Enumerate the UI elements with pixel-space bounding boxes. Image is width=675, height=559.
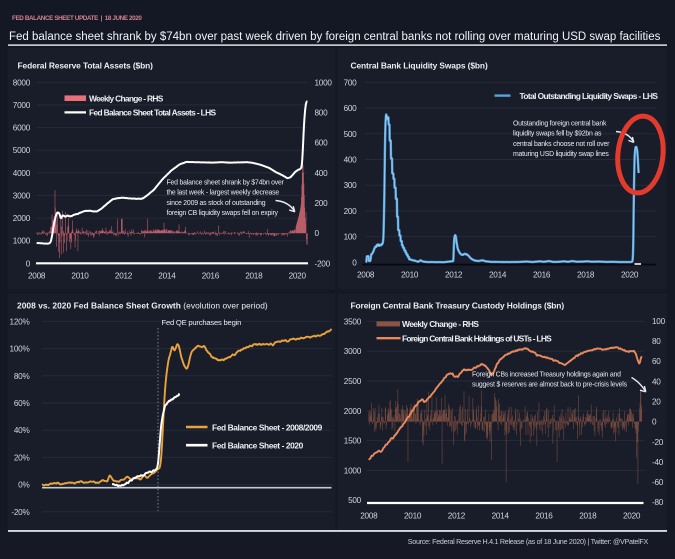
svg-text:0: 0 [652,418,657,427]
svg-text:Weekly Change - RHS: Weekly Change - RHS [89,94,164,104]
svg-text:2018: 2018 [577,271,595,280]
svg-text:Fed Balance Sheet - 2020: Fed Balance Sheet - 2020 [212,441,304,451]
svg-text:100: 100 [652,317,666,326]
svg-text:2020: 2020 [623,512,641,521]
svg-text:2018: 2018 [579,512,597,521]
svg-text:liquidity swaps fell by $92bn: liquidity swaps fell by $92bn as [513,131,602,138]
svg-text:2012: 2012 [445,271,463,280]
svg-text:maturing USD liquidity swap li: maturing USD liquidity swap lines [513,151,609,158]
svg-text:2008: 2008 [357,271,375,280]
svg-text:2010: 2010 [71,272,89,281]
svg-text:60: 60 [652,357,661,366]
svg-text:700: 700 [344,78,358,87]
svg-text:Federal Reserve Total Assets (: Federal Reserve Total Assets ($bn) [18,61,154,71]
svg-text:400: 400 [344,156,358,165]
svg-text:Source: Federal Reserve H.4.1: Source: Federal Reserve H.4.1 Release (a… [408,537,649,546]
svg-text:1000: 1000 [344,466,362,475]
svg-text:300: 300 [344,181,358,190]
svg-text:2020: 2020 [289,272,307,281]
svg-text:800: 800 [315,109,329,118]
svg-text:2016: 2016 [533,271,551,280]
svg-text:Foreign Central Bank Treasury: Foreign Central Bank Treasury Custody Ho… [351,301,565,311]
svg-text:Central Bank Liquidity Swaps (: Central Bank Liquidity Swaps ($bn) [351,61,488,71]
svg-text:100: 100 [344,233,358,242]
svg-text:2000: 2000 [13,214,31,223]
svg-text:2012: 2012 [115,272,133,281]
svg-text:4000: 4000 [13,169,31,178]
svg-text:20%: 20% [14,453,30,462]
svg-text:2016: 2016 [535,512,553,521]
svg-text:central banks choose not roll: central banks choose not roll over [513,141,610,148]
svg-text:0: 0 [315,229,320,238]
svg-text:foreign CB liquidity swaps fel: foreign CB liquidity swaps fell on expir… [167,210,279,217]
svg-text:3500: 3500 [344,317,362,326]
svg-text:100%: 100% [10,345,30,354]
svg-text:5000: 5000 [13,146,31,155]
svg-text:0: 0 [352,258,357,267]
svg-text:60%: 60% [14,399,30,408]
svg-text:2010: 2010 [404,512,422,521]
svg-text:2010: 2010 [401,271,419,280]
svg-text:2012: 2012 [448,512,466,521]
svg-text:120%: 120% [10,317,30,326]
svg-text:200: 200 [315,199,329,208]
svg-text:Foreign Central Bank Holdings: Foreign Central Bank Holdings of USTs - … [402,333,552,343]
svg-text:40: 40 [652,377,661,386]
svg-text:80: 80 [652,337,661,346]
svg-text:1000: 1000 [315,78,333,87]
svg-text:2500: 2500 [344,377,362,386]
svg-text:2008: 2008 [360,512,378,521]
svg-text:2020: 2020 [621,271,639,280]
svg-text:-40: -40 [652,458,664,467]
svg-text:since 2009 as stock of outstan: since 2009 as stock of outstanding [167,200,266,207]
svg-text:40%: 40% [14,426,30,435]
svg-text:the last week - largest weekly: the last week - largest weekly decrease [167,190,280,197]
svg-text:600: 600 [315,139,329,148]
svg-text:0%: 0% [18,481,29,490]
svg-text:suggest $ reserves are almost: suggest $ reserves are almost back to pr… [472,382,628,389]
svg-text:600: 600 [344,104,358,113]
svg-text:3000: 3000 [13,191,31,200]
svg-text:Foreign CBs increased Treasury: Foreign CBs increased Treasury holdings … [472,371,621,378]
svg-text:6000: 6000 [13,124,31,133]
svg-text:2014: 2014 [489,271,507,280]
svg-text:Fed Balance Sheet - 2008/2009: Fed Balance Sheet - 2008/2009 [212,422,323,432]
svg-text:-200: -200 [315,259,331,268]
svg-text:7000: 7000 [13,101,31,110]
svg-text:FED BALANCE SHEET UPDATE | 1: FED BALANCE SHEET UPDATE | 18 JUNE 2020 [12,15,142,22]
svg-text:1500: 1500 [344,437,362,446]
svg-text:Outstanding foreign central ba: Outstanding foreign central bank [513,120,607,127]
svg-text:200: 200 [344,207,358,216]
svg-text:400: 400 [315,169,329,178]
svg-text:Total Outstanding Liquidity Sw: Total Outstanding Liquidity Swaps - LHS [520,91,659,101]
svg-text:2018: 2018 [245,272,263,281]
svg-text:2008: 2008 [28,272,46,281]
svg-text:Fed QE purchases begin: Fed QE purchases begin [162,318,242,327]
svg-text:2014: 2014 [158,272,176,281]
svg-text:500: 500 [344,130,358,139]
svg-text:Fed Balance Sheet Total Assets: Fed Balance Sheet Total Assets - LHS [89,108,217,118]
svg-text:2008 vs. 2020 Fed Balance Shee: 2008 vs. 2020 Fed Balance Sheet Growth (… [17,301,268,311]
svg-text:-60: -60 [652,478,664,487]
svg-text:2016: 2016 [202,272,220,281]
svg-text:80%: 80% [14,372,30,381]
svg-text:0: 0 [26,259,31,268]
svg-text:2014: 2014 [492,512,510,521]
svg-text:3000: 3000 [344,347,362,356]
svg-text:-20%: -20% [11,508,29,517]
svg-text:500: 500 [348,496,362,505]
svg-text:8000: 8000 [13,78,31,87]
svg-text:-20: -20 [652,438,664,447]
svg-text:2000: 2000 [344,407,362,416]
svg-text:Fed balance sheet shrank by $7: Fed balance sheet shrank by $74bn over [167,179,285,186]
svg-text:Weekly Change - RHS: Weekly Change - RHS [402,319,479,329]
svg-text:20: 20 [652,397,661,406]
svg-text:1000: 1000 [13,237,31,246]
svg-text:Fed balance sheet shrank by $7: Fed balance sheet shrank by $74bn over p… [9,31,661,43]
svg-text:-80: -80 [652,498,664,507]
